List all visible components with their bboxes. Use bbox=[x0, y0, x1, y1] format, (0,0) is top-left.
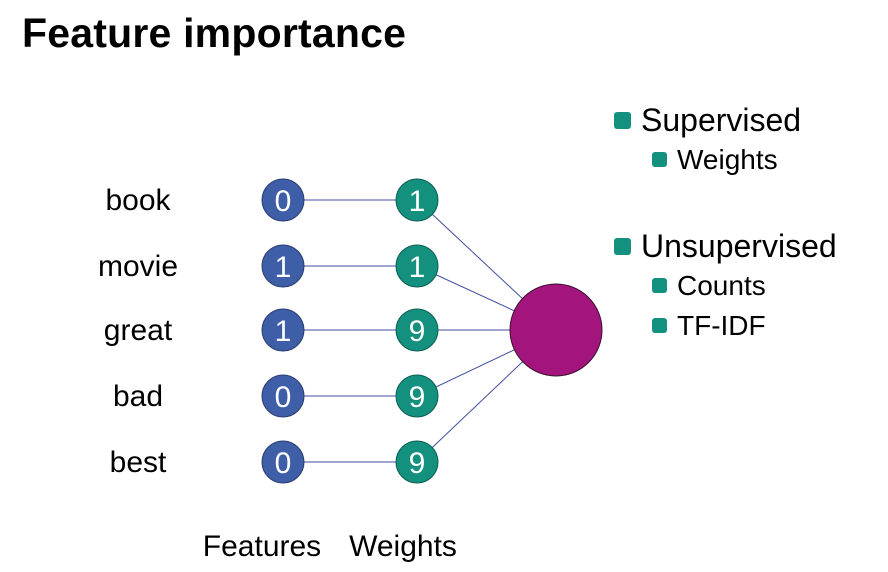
weight-value: 9 bbox=[409, 315, 426, 348]
square-bullet-icon bbox=[614, 112, 631, 130]
feature-word: bad bbox=[113, 380, 163, 413]
feature-word: book bbox=[105, 184, 171, 217]
feature-value: 0 bbox=[275, 185, 292, 218]
feature-value: 0 bbox=[275, 381, 292, 414]
feature-value: 1 bbox=[275, 315, 292, 348]
legend-item-label: TF-IDF bbox=[677, 310, 766, 341]
legend-unsupervised-tfidf: TF-IDF bbox=[614, 306, 837, 346]
feature-word: movie bbox=[98, 250, 178, 283]
weight-value: 1 bbox=[409, 185, 426, 218]
legend-supervised-weights: Weights bbox=[614, 140, 837, 180]
words-group: book movie great bad best bbox=[98, 184, 178, 479]
square-bullet-icon bbox=[614, 238, 631, 256]
page-title: Feature importance bbox=[22, 10, 407, 56]
square-bullet-icon bbox=[652, 152, 667, 168]
feature-word: great bbox=[104, 314, 173, 347]
legend-unsupervised-counts: Counts bbox=[614, 266, 837, 306]
weight-node bbox=[395, 440, 439, 484]
feature-node bbox=[261, 178, 305, 222]
legend-unsupervised: Unsupervised bbox=[614, 226, 837, 266]
square-bullet-icon bbox=[652, 318, 667, 334]
weight-node bbox=[395, 178, 439, 222]
feature-node bbox=[261, 440, 305, 484]
weight-node bbox=[395, 308, 439, 352]
legend-supervised: Supervised bbox=[614, 100, 837, 140]
feature-node bbox=[261, 244, 305, 288]
features-column-label: Features bbox=[203, 530, 321, 563]
legend-supervised-label: Supervised bbox=[641, 102, 802, 138]
legend: Supervised Weights Unsupervised Counts T… bbox=[614, 100, 837, 346]
square-bullet-icon bbox=[652, 278, 667, 294]
feature-value: 0 bbox=[275, 447, 292, 480]
feature-node bbox=[261, 374, 305, 418]
legend-unsupervised-label: Unsupervised bbox=[641, 228, 837, 264]
feature-node bbox=[261, 308, 305, 352]
legend-item-label: Counts bbox=[677, 270, 766, 301]
weights-column-label: Weights bbox=[349, 530, 457, 563]
weight-value: 9 bbox=[409, 447, 426, 480]
weight-node bbox=[395, 374, 439, 418]
output-node bbox=[509, 283, 603, 377]
nodes-group: 0 1 1 1 1 9 0 9 0 9 bbox=[261, 178, 439, 484]
feature-word: best bbox=[110, 446, 167, 479]
weight-node bbox=[395, 244, 439, 288]
legend-item-label: Weights bbox=[677, 144, 778, 175]
feature-value: 1 bbox=[275, 251, 292, 284]
weight-value: 1 bbox=[409, 251, 426, 284]
weight-value: 9 bbox=[409, 381, 426, 414]
